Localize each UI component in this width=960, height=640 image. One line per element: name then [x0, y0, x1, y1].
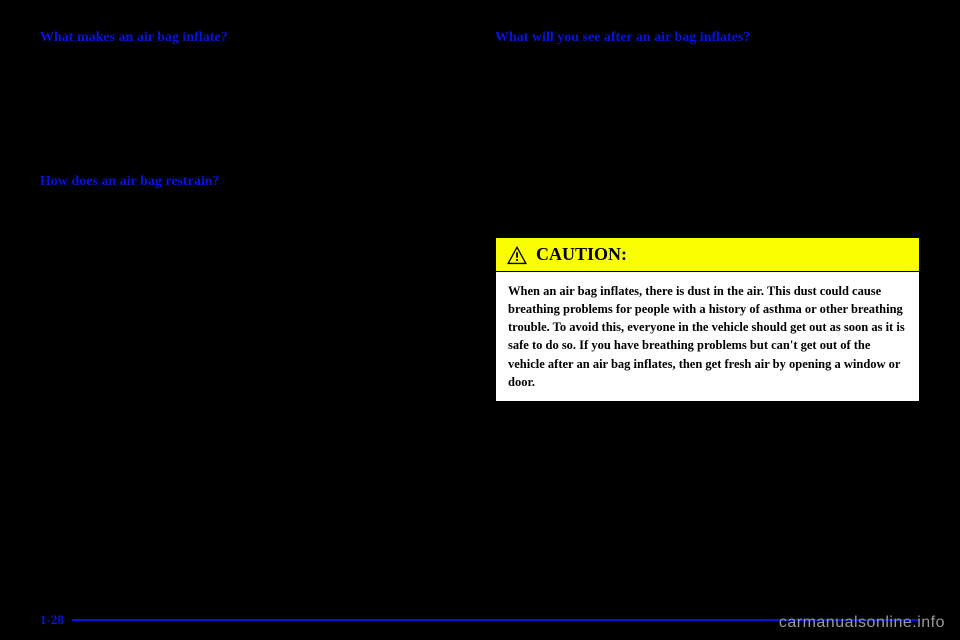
- caution-body: When an air bag inflates, there is dust …: [495, 272, 920, 402]
- page-content: What makes an air bag inflate? In an imp…: [40, 30, 920, 590]
- section-restrain: How does an air bag restrain? In moderat…: [40, 174, 465, 396]
- section-inflate-cause: What makes an air bag inflate? In an imp…: [40, 30, 465, 174]
- section-body: In an impact of sufficient severity, the…: [40, 56, 465, 154]
- section-body: After an air bag inflates, it quickly de…: [495, 56, 920, 212]
- left-column: What makes an air bag inflate? In an imp…: [40, 30, 465, 590]
- right-column: What will you see after an air bag infla…: [495, 30, 920, 590]
- section-after-inflate: What will you see after an air bag infla…: [495, 30, 920, 232]
- caution-box: CAUTION: When an air bag inflates, there…: [495, 237, 920, 402]
- section-body: In moderate to severe frontal or near-fr…: [40, 200, 465, 376]
- section-heading: What will you see after an air bag infla…: [495, 30, 920, 46]
- warning-triangle-icon: [506, 245, 528, 265]
- section-heading: How does an air bag restrain?: [40, 174, 465, 190]
- caution-header: CAUTION:: [495, 237, 920, 272]
- page-number: 1-28: [40, 612, 64, 628]
- section-heading: What makes an air bag inflate?: [40, 30, 465, 46]
- caution-label: CAUTION:: [536, 244, 627, 265]
- watermark: carmanualsonline.info: [779, 614, 945, 632]
